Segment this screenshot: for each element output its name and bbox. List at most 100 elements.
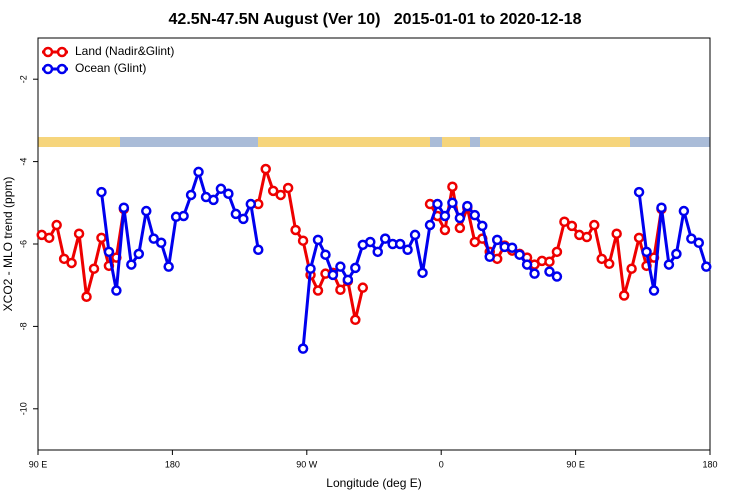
legend-marker [56, 63, 68, 75]
point [633, 232, 645, 244]
x-tick-label: 180 [165, 459, 180, 469]
x-axis-label: Longitude (deg E) [326, 476, 421, 490]
point [163, 261, 174, 272]
point [230, 208, 242, 220]
point [96, 232, 107, 244]
y-axis-label: XCO2 - MLO trend (ppm) [1, 177, 15, 312]
point [372, 246, 383, 258]
point [529, 268, 540, 279]
point [693, 237, 705, 249]
point [178, 210, 189, 222]
point [618, 290, 630, 301]
x-tick-label: 90 W [296, 459, 318, 469]
point [432, 198, 443, 210]
point [678, 205, 690, 217]
point [320, 249, 331, 260]
x-tick-label: 90 E [29, 459, 48, 469]
point [111, 285, 122, 296]
point [275, 189, 286, 201]
x-tick-label: 180 [702, 459, 717, 469]
point [290, 224, 301, 236]
point [686, 233, 697, 244]
point [253, 244, 264, 256]
y-tick-label: -8 [18, 322, 28, 330]
point [648, 285, 660, 296]
point [208, 194, 219, 206]
point [335, 284, 346, 295]
point [544, 256, 555, 267]
point [559, 216, 570, 228]
point [312, 285, 324, 296]
point [342, 274, 354, 286]
point [506, 242, 518, 253]
point [409, 229, 421, 241]
point [223, 188, 234, 199]
y-tick-label: -6 [18, 240, 28, 248]
point [491, 234, 503, 246]
land-ocean-strip [38, 137, 710, 147]
point [81, 291, 92, 302]
point [88, 263, 100, 274]
legend-marker [42, 63, 54, 75]
point [51, 219, 62, 231]
point [581, 231, 593, 243]
point [118, 202, 130, 213]
point [312, 234, 324, 246]
point [603, 258, 615, 270]
point [73, 228, 85, 239]
point [484, 251, 495, 263]
point [544, 266, 555, 277]
point [454, 212, 466, 224]
point [633, 186, 645, 198]
point [589, 219, 600, 231]
point [155, 237, 167, 249]
point [297, 343, 309, 354]
point [43, 232, 55, 244]
x-tick-label: 90 E [566, 459, 585, 469]
y-tick-label: -2 [18, 75, 28, 83]
point [439, 210, 451, 222]
point [462, 200, 473, 212]
point [417, 267, 428, 279]
point [357, 282, 369, 293]
point [641, 246, 652, 258]
point [133, 248, 145, 260]
point [596, 253, 607, 265]
point [350, 314, 361, 326]
point [365, 236, 376, 248]
point [379, 233, 391, 244]
x-tick-label: 0 [439, 459, 444, 469]
point [238, 213, 249, 225]
point [566, 220, 578, 232]
point [305, 263, 316, 274]
point [626, 263, 637, 274]
point [350, 262, 361, 274]
y-tick-label: -4 [18, 158, 28, 166]
point [671, 248, 682, 260]
point [454, 222, 466, 234]
point [126, 259, 137, 270]
series-line [41, 167, 663, 322]
point [335, 261, 346, 272]
point [447, 197, 458, 209]
legend-label: Ocean (Glint) [75, 61, 146, 75]
point [267, 185, 279, 197]
point [394, 238, 406, 250]
point [551, 246, 563, 258]
point [215, 183, 227, 195]
point [477, 220, 488, 232]
point [185, 189, 197, 201]
point [103, 246, 115, 258]
y-tick-label: -10 [18, 402, 28, 415]
point [424, 219, 436, 231]
point [663, 259, 675, 270]
chart-title: 42.5N-47.5N August (Ver 10) 2015-01-01 t… [169, 11, 582, 28]
point [193, 166, 204, 178]
point [96, 186, 107, 198]
point [701, 261, 712, 272]
point [551, 271, 563, 282]
point [282, 182, 294, 194]
point [260, 163, 271, 175]
point [245, 198, 257, 210]
